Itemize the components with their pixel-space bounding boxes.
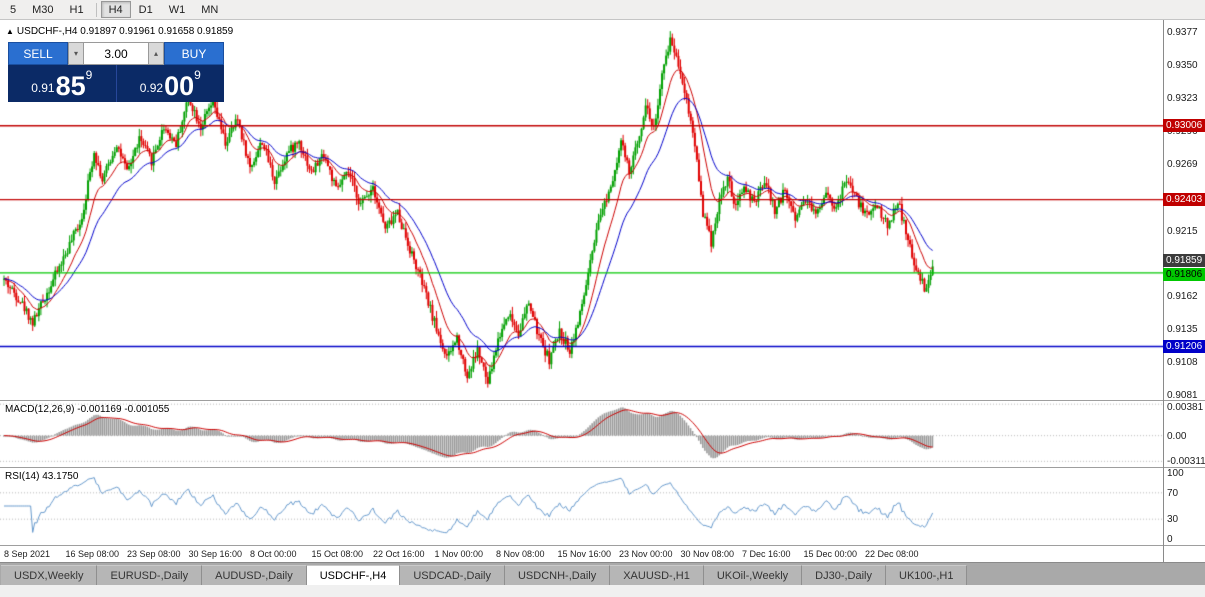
sell-button[interactable]: SELL [8,42,68,65]
price-badge: 0.93006 [1163,119,1205,133]
price-tick: 0.9323 [1167,93,1198,105]
chart-tab-eurusd-daily[interactable]: EURUSD-,Daily [97,565,203,585]
rsi-indicator-canvas[interactable] [0,467,1163,545]
chart-tab-usdchf-h4[interactable]: USDCHF-,H4 [306,565,401,585]
rsi-panel-separator[interactable] [0,467,1205,468]
volume-increase-button[interactable]: ▴ [148,42,164,65]
macd-axis-label: -0.00311 [1167,456,1205,468]
time-label: 8 Sep 2021 [4,549,51,559]
chart-tab-dj30-daily[interactable]: DJ30-,Daily [802,565,887,585]
price-tick: 0.9350 [1167,60,1198,72]
price-badge: 0.91806 [1163,268,1205,282]
timeframe-button-w1[interactable]: W1 [168,4,186,16]
sell-price-big: 85 [55,71,86,101]
macd-label: MACD(12,26,9) -0.001169 -0.001055 [5,404,170,415]
price-axis-border [1163,20,1164,562]
buy-price-sup: 9 [194,68,201,82]
price-badge: 0.91206 [1163,339,1205,353]
chart-tab-xauusd-h1[interactable]: XAUUSD-,H1 [610,565,704,585]
chart-tab-usdx-weekly[interactable]: USDX,Weekly [1,565,98,585]
price-tick: 0.9135 [1167,323,1198,335]
price-tick: 0.9296 [1167,126,1198,138]
macd-axis-label: 0.00381 [1167,402,1204,413]
price-tick: 0.9108 [1167,356,1198,368]
buy-button[interactable]: BUY [164,42,224,65]
rsi-axis-label: 0 [1167,534,1173,545]
rsi-axis-label: 100 [1167,468,1184,479]
timeframe-button-h1[interactable]: H1 [69,4,84,16]
sell-price-prefix: 0.91 [31,81,55,95]
buy-price-prefix: 0.92 [139,81,164,95]
chart-tab-audusd-daily[interactable]: AUDUSD-,Daily [202,565,307,585]
time-label: 30 Nov 08:00 [680,549,735,559]
time-label: 8 Nov 08:00 [496,549,545,559]
macd-panel-separator[interactable] [0,400,1205,401]
time-label: 15 Dec 00:00 [803,549,858,559]
time-label: 30 Sep 16:00 [188,549,243,559]
timeframe-button-h4[interactable]: H4 [100,1,131,18]
time-label: 8 Oct 00:00 [250,549,297,559]
rsi-axis-label: 70 [1167,487,1179,499]
time-label: 22 Dec 08:00 [865,549,919,559]
timeframe-toolbar: 5 M30 H1 H4 D1 W1 MN [0,0,1205,20]
volume-input[interactable]: 3.00 [84,42,148,65]
price-tick: 0.9377 [1167,27,1198,39]
macd-axis-label: 0.00 [1167,430,1187,442]
chart-tab-usdcad-daily[interactable]: USDCAD-,Daily [400,565,505,585]
price-badge: 0.91859 [1163,253,1205,267]
ohlc-text: USDCHF-,H4 0.91897 0.91961 0.91658 0.918… [16,26,234,37]
one-click-trade-panel: SELL ▾ 3.00 ▴ BUY 0.91 85 9 0.92 00 9 [8,42,224,102]
rsi-axis-label: 30 [1167,514,1179,526]
time-label: 1 Nov 00:00 [434,549,484,559]
time-label: 22 Oct 16:00 [373,549,425,559]
time-label: 23 Nov 00:00 [619,549,673,559]
toolbar-separator [95,2,97,17]
rsi-label: RSI(14) 43.1750 [5,471,79,482]
price-badge: 0.92403 [1163,193,1205,207]
chart-tabbar: USDX,Weekly EURUSD-,Daily AUDUSD-,Daily USD… [0,562,1205,585]
time-axis-separator [0,545,1205,546]
volume-decrease-button[interactable]: ▾ [68,42,84,65]
bottom-strip [0,585,1205,597]
price-tick: 0.9215 [1167,225,1198,237]
macd-indicator-canvas[interactable] [0,400,1163,467]
time-label: 15 Oct 08:00 [311,549,364,559]
price-tick: 0.9162 [1167,290,1198,302]
price-divider [115,65,117,102]
chart-window: ▲ USDCHF-,H4 0.91897 0.91961 0.91658 0.91… [0,20,1205,562]
chart-tab-ukoil-weekly[interactable]: UKOil-,Weekly [703,565,803,585]
sell-price[interactable]: 0.91 85 9 [8,65,116,102]
time-label: 16 Sep 08:00 [65,549,120,559]
buy-price[interactable]: 0.92 00 9 [117,65,225,102]
time-label: 23 Sep 08:00 [127,549,181,559]
timeframe-button-m30[interactable]: M30 [32,4,54,16]
time-label: 15 Nov 16:00 [557,549,612,559]
timeframe-button-mn[interactable]: MN [201,4,219,16]
chart-tab-uk100-h1[interactable]: UK100-,H1 [886,565,968,585]
time-label: 7 Dec 16:00 [742,549,791,559]
buy-price-big: 00 [164,71,195,101]
chart-ohlc-info: ▲ USDCHF-,H4 0.91897 0.91961 0.91658 0.91… [6,26,233,37]
chart-tab-usdcnh-daily[interactable]: USDCNH-,Daily [504,565,611,585]
sell-price-sup: 9 [85,68,93,82]
direction-up-icon: ▲ [6,27,14,36]
price-tick: 0.9269 [1167,159,1198,171]
timeframe-button-5[interactable]: 5 [10,4,17,16]
timeframe-button-d1[interactable]: D1 [138,4,153,16]
